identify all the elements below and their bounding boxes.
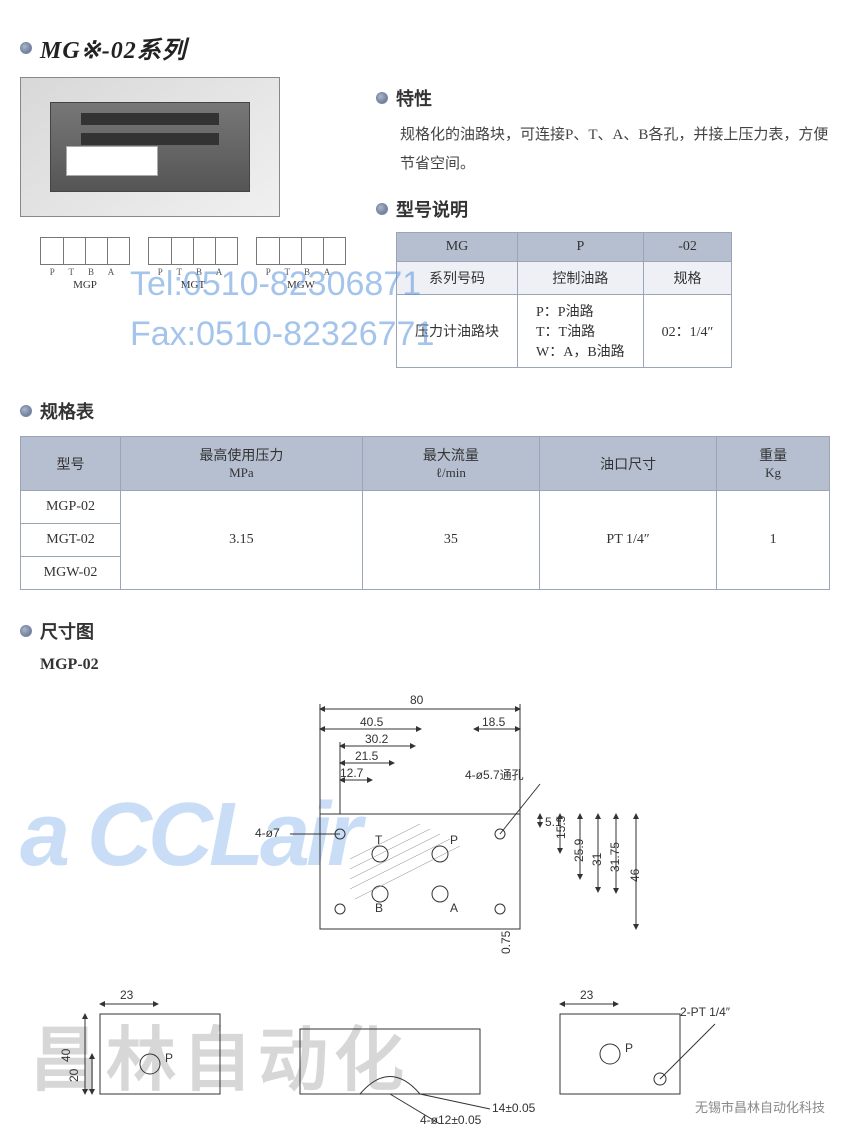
col-flow: 最大流量 ℓ/min	[362, 437, 539, 491]
dim-heading: 尺寸图	[40, 618, 94, 644]
dimension-drawing: a CCLair 昌林自动化 T P B A	[20, 684, 800, 1124]
svg-text:18.5: 18.5	[482, 715, 506, 729]
mt-h3: -02	[643, 233, 732, 262]
schematic-mgp: P T B A MGP	[40, 237, 130, 291]
svg-text:25.9: 25.9	[572, 838, 586, 862]
footer-note: 无锡市昌林自动化科技	[695, 1097, 825, 1116]
features-text: 规格化的油路块，可连接P、T、A、B各孔，并接上压力表，方便节省空间。	[376, 121, 830, 178]
svg-text:40.5: 40.5	[360, 715, 384, 729]
product-photo	[20, 77, 280, 217]
mt-sh1: 系列号码	[397, 262, 518, 295]
flow-val: 35	[362, 491, 539, 590]
bullet-icon	[376, 203, 388, 215]
svg-text:B: B	[375, 901, 383, 915]
weight-val: 1	[717, 491, 830, 590]
dim-heading-row: 尺寸图	[20, 618, 830, 644]
mt-b1: 压力计油路块	[397, 295, 518, 368]
mt-b3: 02：1/4″	[643, 295, 732, 368]
svg-text:P: P	[625, 1041, 633, 1055]
svg-text:4-ø5.7通孔: 4-ø5.7通孔	[465, 768, 524, 782]
col-model: 型号	[21, 437, 121, 491]
bullet-icon	[20, 625, 32, 637]
svg-text:23: 23	[580, 988, 594, 1002]
svg-text:80: 80	[410, 693, 424, 707]
features-heading-row: 特性	[376, 85, 830, 111]
features-heading: 特性	[396, 85, 432, 111]
mt-h1: MG	[397, 233, 518, 262]
series-title-row: MG※-02系列	[20, 30, 830, 65]
top-content-row: P T B A MGP P T B A MGT P T B A MGW 特性 规…	[20, 77, 830, 368]
col-weight: 重量 Kg	[717, 437, 830, 491]
model-3: MGW-02	[21, 557, 121, 590]
model-desc-heading: 型号说明	[396, 196, 468, 222]
svg-text:4-ø12±0.05: 4-ø12±0.05	[420, 1113, 482, 1124]
svg-text:4-ø7: 4-ø7	[255, 826, 280, 840]
svg-text:14±0.05: 14±0.05	[492, 1101, 536, 1115]
model-desc-table: MG P -02 系列号码 控制油路 规格 压力计油路块 P：P油路 T：T油路…	[396, 232, 732, 368]
svg-text:30.2: 30.2	[365, 732, 389, 746]
svg-text:23: 23	[120, 988, 134, 1002]
svg-text:31: 31	[590, 852, 604, 866]
schematic-row: P T B A MGP P T B A MGT P T B A MGW	[40, 237, 346, 291]
mt-sh3: 规格	[643, 262, 732, 295]
svg-text:2-PT 1/4″: 2-PT 1/4″	[680, 1005, 731, 1019]
spec-table: 型号 最高使用压力 MPa 最大流量 ℓ/min 油口尺寸 重量 Kg MGP-…	[20, 436, 830, 590]
mt-b2: P：P油路 T：T油路 W：A，B油路	[518, 295, 644, 368]
svg-text:A: A	[450, 901, 458, 915]
svg-text:12.7: 12.7	[340, 766, 364, 780]
series-title: MG※-02系列	[40, 30, 187, 65]
mt-h2: P	[518, 233, 644, 262]
svg-text:P: P	[450, 833, 458, 847]
svg-text:21.5: 21.5	[355, 749, 379, 763]
bullet-icon	[20, 42, 32, 54]
svg-text:20: 20	[67, 1068, 81, 1082]
svg-text:46: 46	[628, 868, 642, 882]
col-pressure: 最高使用压力 MPa	[121, 437, 363, 491]
pressure-val: 3.15	[121, 491, 363, 590]
svg-text:P: P	[165, 1051, 173, 1065]
model-1: MGP-02	[21, 491, 121, 524]
left-column: P T B A MGP P T B A MGT P T B A MGW	[20, 77, 346, 291]
mt-sh2: 控制油路	[518, 262, 644, 295]
svg-text:0.75: 0.75	[499, 930, 513, 954]
svg-text:31.75: 31.75	[608, 842, 622, 872]
model-desc-heading-row: 型号说明	[376, 196, 830, 222]
spec-heading-row: 规格表	[20, 398, 830, 424]
right-column: 特性 规格化的油路块，可连接P、T、A、B各孔，并接上压力表，方便节省空间。 型…	[376, 77, 830, 368]
dim-model: MGP-02	[40, 656, 830, 674]
bullet-icon	[376, 92, 388, 104]
schematic-mgt: P T B A MGT	[148, 237, 238, 291]
svg-text:15.5: 15.5	[554, 815, 568, 839]
model-2: MGT-02	[21, 524, 121, 557]
spec-heading: 规格表	[40, 398, 94, 424]
col-port: 油口尺寸	[539, 437, 716, 491]
svg-text:T: T	[375, 833, 383, 847]
bullet-icon	[20, 405, 32, 417]
schematic-mgw: P T B A MGW	[256, 237, 346, 291]
port-val: PT 1/4″	[539, 491, 716, 590]
svg-text:40: 40	[59, 1048, 73, 1062]
